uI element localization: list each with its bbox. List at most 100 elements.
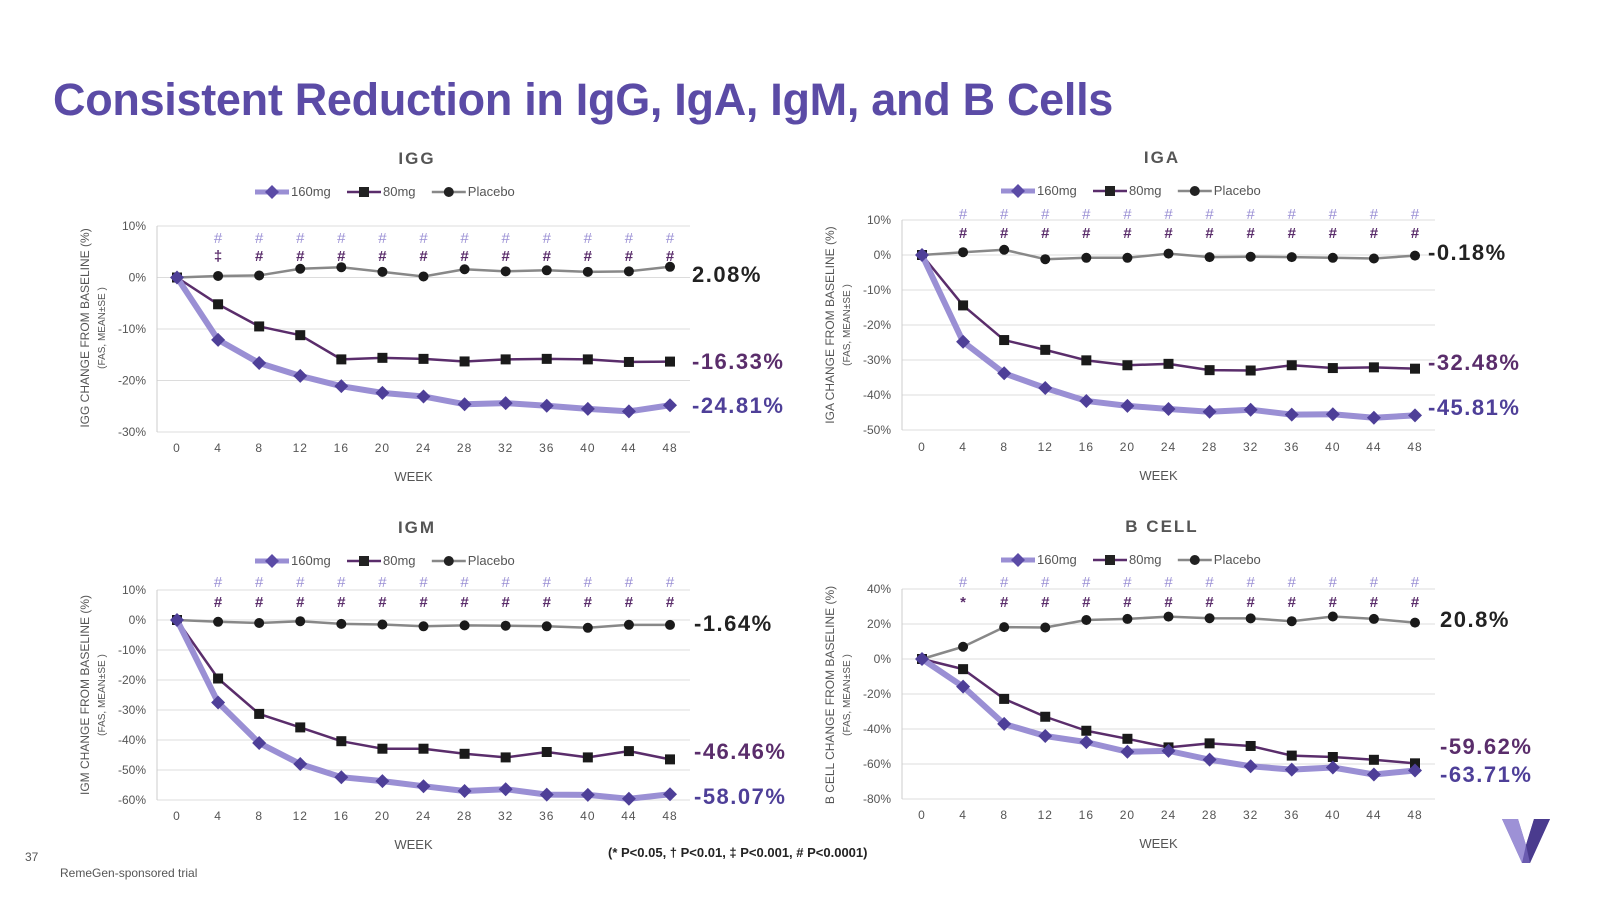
sig-marker-160mg: #	[1082, 206, 1091, 223]
series-160mg-point	[334, 379, 349, 394]
y-tick-label: 0%	[874, 248, 892, 262]
y-tick-label: 40%	[867, 582, 891, 596]
series-160mg-point	[1161, 402, 1176, 416]
series-placebo-point	[1204, 252, 1215, 263]
series-160mg-point	[915, 652, 929, 666]
series-160mg-point	[1161, 743, 1176, 758]
sig-marker-160mg: #	[1000, 574, 1009, 591]
sig-marker-160mg: #	[1123, 206, 1132, 223]
sig-marker-160mg: #	[1246, 206, 1255, 223]
y-tick-label: 0%	[874, 652, 892, 666]
x-tick-label: 12	[293, 809, 308, 823]
x-axis-label: WEEK	[394, 469, 433, 484]
series-placebo-point	[377, 266, 388, 277]
x-tick-label: 8	[255, 441, 263, 455]
sig-marker-80mg: #	[1370, 594, 1379, 611]
series-80mg-point	[1368, 754, 1379, 765]
sig-marker-80mg: #	[1205, 594, 1214, 611]
series-80mg-point	[1163, 358, 1174, 369]
series-placebo-point	[1410, 617, 1420, 628]
legend-marker	[1189, 186, 1200, 196]
legend-label: Placebo	[1214, 183, 1261, 198]
igg-chart: IGG-30%-20%-10%0%10%0 4 8 12 16 20 24 28 32 36 40 4…	[78, 149, 783, 484]
iga-chart: IGA-50%-40%-30%-20%-10%0%10%0 4 8 12 16 20 24 2…	[823, 148, 1519, 483]
series-80mg-point	[623, 746, 634, 757]
series-160mg-point	[539, 398, 554, 413]
x-tick-label: 36	[1284, 808, 1299, 822]
series-160mg-point	[211, 695, 226, 710]
series-placebo-point	[213, 616, 224, 627]
sig-marker-80mg: #	[1411, 225, 1420, 242]
sig-marker-160mg: #	[501, 230, 510, 247]
sig-marker-160mg: #	[214, 230, 223, 247]
series-80mg-point	[1245, 740, 1256, 751]
series-placebo-point	[1081, 252, 1092, 263]
x-tick-label: 8	[1000, 808, 1008, 822]
y-tick-label: -10%	[118, 643, 146, 657]
sig-marker-80mg: ‡	[214, 248, 222, 265]
legend-marker	[265, 554, 279, 568]
sig-marker-80mg: #	[1164, 225, 1173, 242]
series-80mg-point	[1327, 752, 1338, 762]
end-label-series-160mg: -63.71%	[1440, 762, 1532, 787]
chart-title: IGM	[398, 518, 436, 537]
sig-marker-160mg: #	[1288, 206, 1297, 223]
x-tick-label: 12	[1038, 440, 1053, 454]
series-80mg-point	[1368, 362, 1379, 373]
x-tick-label: 0	[173, 441, 181, 455]
y-axis-sublabel: (FAS, MEAN±SE )	[842, 654, 853, 736]
y-axis-sublabel: (FAS, MEAN±SE )	[97, 654, 108, 736]
y-axis-sublabel: (FAS, MEAN±SE )	[842, 284, 853, 366]
x-tick-label: 40	[580, 441, 595, 455]
sig-marker-80mg: #	[1123, 594, 1132, 611]
sig-marker-80mg: #	[501, 594, 510, 611]
sig-marker-160mg: #	[378, 230, 387, 247]
series-160mg-point	[956, 334, 971, 349]
series-80mg-point	[999, 693, 1010, 704]
legend-marker	[265, 185, 279, 199]
series-placebo-point	[295, 263, 306, 274]
x-axis-label: WEEK	[1139, 836, 1178, 851]
series-160mg-point	[997, 366, 1012, 381]
series-80mg-point	[213, 299, 224, 310]
series-160mg-point	[1284, 762, 1299, 777]
series-160mg-point	[1366, 410, 1381, 425]
series-160mg-point	[1408, 408, 1422, 423]
legend-marker	[359, 187, 369, 197]
legend-marker	[443, 187, 454, 197]
series-80mg-point	[500, 752, 511, 763]
series-80mg-point	[623, 356, 634, 367]
y-tick-label: -20%	[863, 318, 891, 332]
sig-marker-160mg: #	[1329, 574, 1338, 591]
legend-marker	[359, 556, 369, 566]
series-placebo-point	[999, 244, 1010, 255]
x-tick-label: 28	[457, 809, 472, 823]
x-tick-label: 48	[1407, 808, 1422, 822]
x-tick-label: 44	[1366, 440, 1381, 454]
series-placebo-point	[1122, 252, 1133, 263]
series-80mg-point	[418, 743, 429, 754]
sig-marker-160mg: #	[1082, 574, 1091, 591]
series-160mg-point	[1325, 760, 1340, 775]
series-160mg-point	[457, 784, 472, 798]
x-tick-label: 36	[539, 809, 554, 823]
sig-marker-160mg: #	[584, 230, 593, 247]
sig-marker-80mg: #	[296, 594, 305, 611]
end-label-series-placebo: 2.08%	[692, 262, 762, 287]
sig-marker-80mg: #	[214, 594, 223, 611]
series-160mg-point	[1366, 767, 1381, 782]
sig-marker-160mg: #	[1411, 206, 1420, 223]
sig-marker-80mg: #	[337, 594, 346, 611]
sig-marker-160mg: #	[214, 574, 223, 591]
sig-marker-80mg: #	[419, 248, 428, 265]
series-placebo-point	[1286, 252, 1297, 263]
series-80mg-point	[1410, 363, 1420, 374]
sig-marker-160mg: #	[419, 574, 428, 591]
series-160mg-point	[1243, 759, 1258, 774]
sig-marker-80mg: #	[460, 594, 469, 611]
x-tick-label: 20	[1120, 808, 1135, 822]
sig-marker-80mg: #	[1288, 225, 1297, 242]
series-80mg-point	[1286, 750, 1297, 761]
sig-marker-160mg: #	[543, 230, 552, 247]
